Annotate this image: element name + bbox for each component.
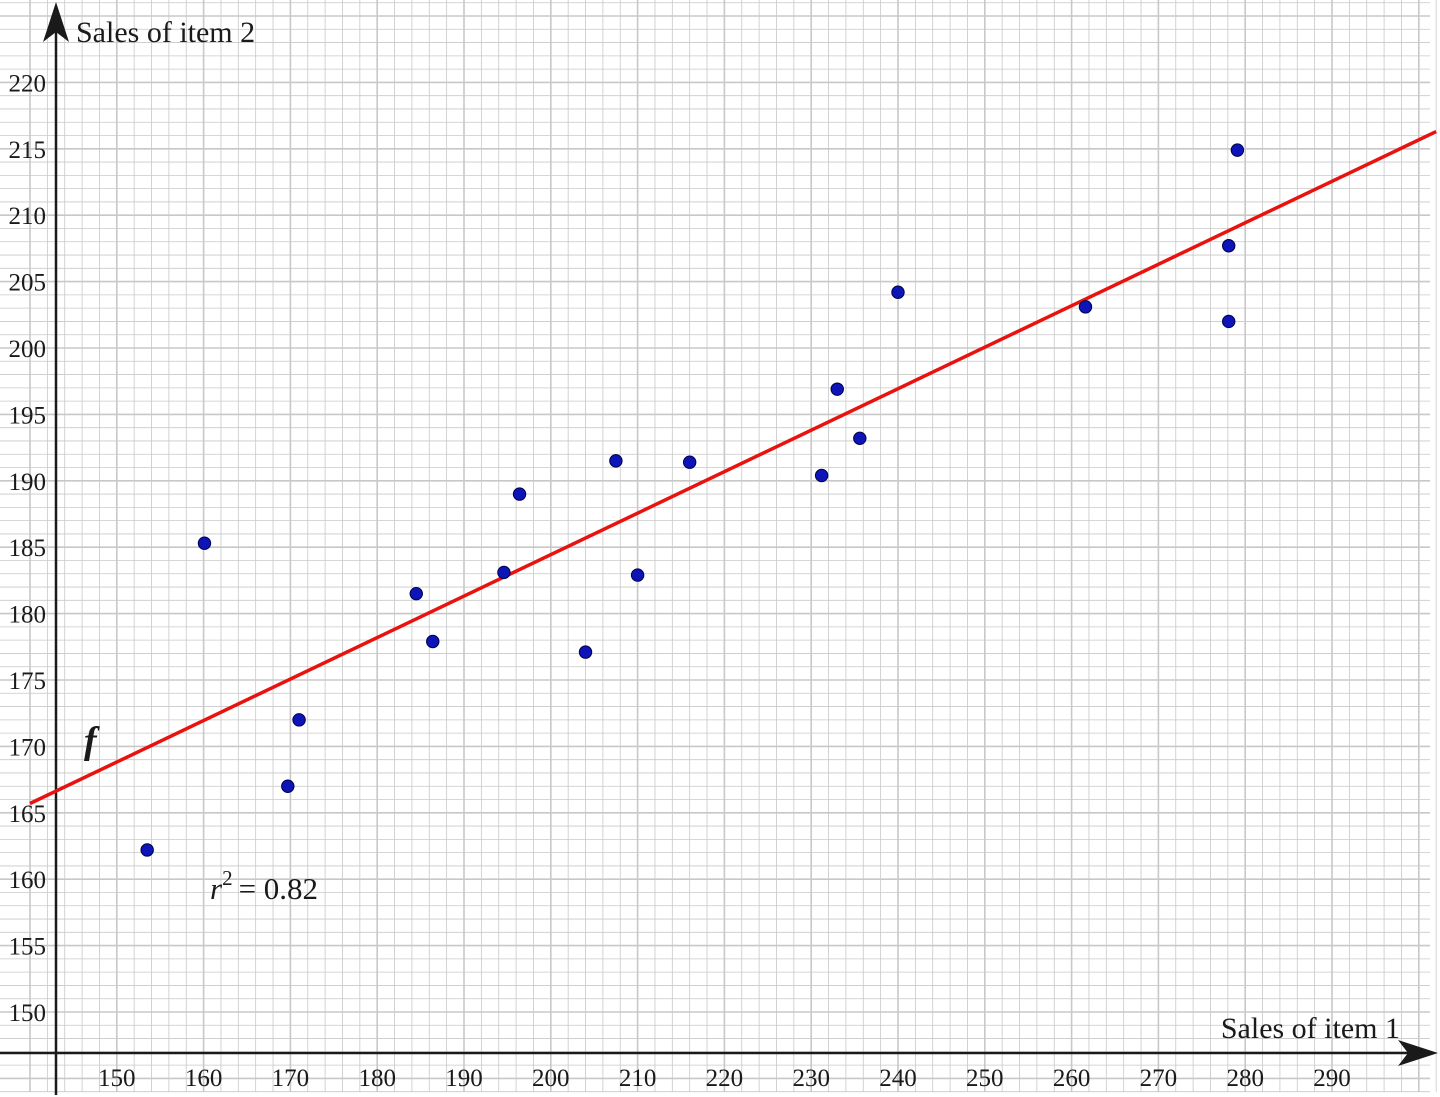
x-tick-label: 250 — [966, 1065, 1004, 1092]
y-tick-label: 210 — [9, 203, 47, 230]
x-tick-labels: 150 160 170 180 190 200 210 220 230 240 250 260 270 2… — [98, 1065, 1351, 1092]
r-symbol: r — [210, 871, 223, 906]
x-tick-label: 170 — [272, 1065, 310, 1092]
data-point — [891, 285, 905, 299]
y-tick-label: 175 — [9, 668, 47, 695]
y-axis-arrowhead — [43, 2, 69, 42]
y-tick-label: 170 — [9, 734, 47, 761]
y-axis-label: Sales of item 2 — [76, 16, 255, 49]
data-point — [281, 779, 295, 793]
data-point — [409, 586, 423, 601]
data-point — [682, 455, 697, 469]
data-point — [140, 843, 154, 857]
trendline — [29, 129, 1437, 806]
data-point — [1078, 300, 1093, 314]
y-tick-label: 190 — [9, 469, 47, 496]
x-tick-label: 280 — [1226, 1065, 1264, 1092]
data-point — [197, 536, 212, 550]
y-tick-label: 185 — [9, 535, 47, 562]
data-point — [578, 645, 593, 659]
data-point — [512, 487, 527, 501]
data-point — [814, 468, 829, 483]
data-point — [1222, 314, 1236, 329]
data-point — [426, 634, 440, 649]
x-tick-label: 260 — [1053, 1065, 1091, 1092]
y-tick-labels: 150 155 160 165 170 175 180 185 190 195 200 205 210 2… — [9, 70, 47, 1027]
r-value: = 0.82 — [239, 871, 318, 906]
data-point — [609, 454, 623, 468]
x-tick-label: 220 — [706, 1065, 744, 1092]
x-tick-label: 150 — [98, 1065, 136, 1092]
r-squared-annotation: r2 = 0.82 — [210, 866, 318, 906]
x-tick-label: 230 — [792, 1065, 830, 1092]
x-axis-arrowhead — [1398, 1040, 1438, 1066]
y-tick-label: 220 — [9, 70, 47, 97]
x-tick-label: 200 — [532, 1065, 570, 1092]
x-tick-label: 270 — [1140, 1065, 1178, 1092]
data-point — [1222, 239, 1236, 253]
x-axis-label: Sales of item 1 — [1221, 1012, 1400, 1045]
y-tick-label: 155 — [9, 934, 47, 961]
x-tick-label: 210 — [619, 1065, 657, 1092]
y-tick-label: 195 — [9, 402, 47, 429]
x-tick-label: 290 — [1313, 1065, 1351, 1092]
data-point — [1230, 143, 1245, 157]
data-point — [497, 565, 511, 580]
y-tick-label: 160 — [9, 867, 47, 894]
trendline-label: f — [84, 720, 100, 762]
y-tick-label: 200 — [9, 336, 47, 363]
trendline-f — [29, 129, 1437, 806]
x-tick-label: 160 — [185, 1065, 223, 1092]
y-tick-label: 215 — [9, 137, 47, 164]
y-tick-label: 150 — [9, 1000, 47, 1027]
y-tick-label: 205 — [9, 270, 47, 297]
data-point — [630, 568, 645, 582]
data-points — [140, 143, 1245, 857]
data-point — [853, 431, 867, 446]
x-tick-label: 190 — [445, 1065, 483, 1092]
x-tick-label: 180 — [358, 1065, 396, 1092]
data-point — [830, 382, 844, 396]
r-exponent: 2 — [222, 866, 233, 890]
x-tick-label: 240 — [879, 1065, 917, 1092]
y-tick-label: 180 — [9, 602, 47, 629]
data-point — [292, 713, 306, 727]
y-tick-label: 165 — [9, 801, 47, 828]
